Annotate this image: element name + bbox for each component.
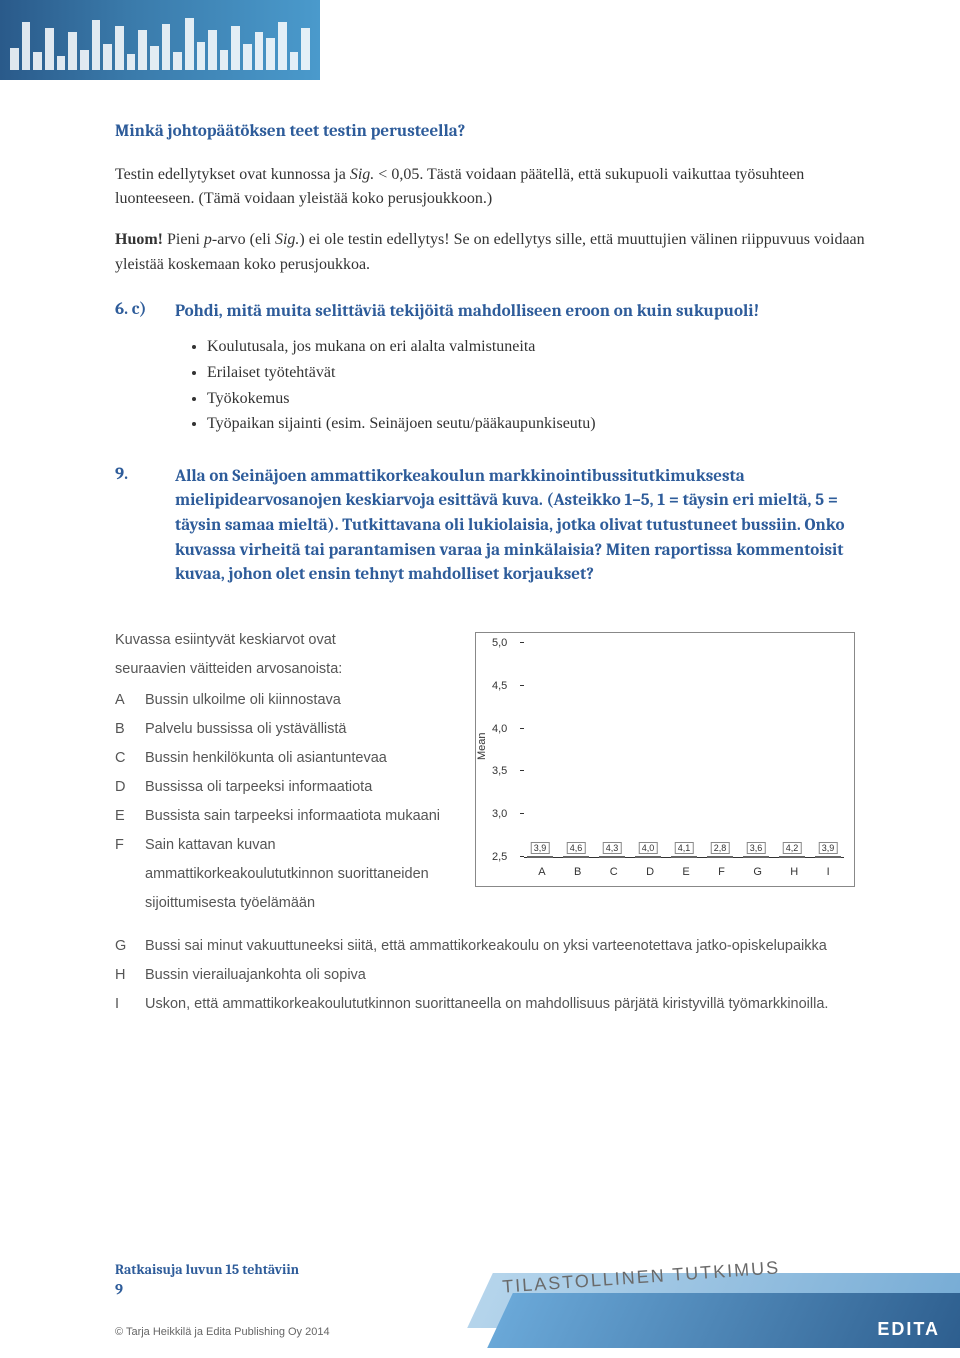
chart-bar: 2,8 xyxy=(707,856,733,858)
legend-left: Kuvassa esiintyvät keskiarvot ovat seura… xyxy=(115,626,445,918)
chart-xlabel: H xyxy=(790,866,798,878)
question-heading: Minkä johtopäätöksen teet testin peruste… xyxy=(115,120,875,145)
question-number: 9. xyxy=(115,465,157,606)
chart-bar: 3,6 xyxy=(743,856,769,858)
sig-italic: Sig. xyxy=(275,231,299,248)
chart-xlabel: B xyxy=(574,866,581,878)
legend-letter: D xyxy=(115,773,133,802)
chart-bar: 4,1 xyxy=(671,856,697,858)
question-heading: Pohdi, mitä muita selittäviä tekijöitä m… xyxy=(175,300,875,325)
chart-xlabel: A xyxy=(538,866,545,878)
text: -arvo (eli xyxy=(212,231,275,248)
page-number: 9 xyxy=(115,1280,299,1298)
text: Pieni xyxy=(163,231,204,248)
legend-intro: Kuvassa esiintyvät keskiarvot ovat xyxy=(115,626,445,655)
page-footer: Ratkaisuja luvun 15 tehtäviin 9 xyxy=(115,1261,299,1298)
chart-bar-value: 3,9 xyxy=(531,842,550,854)
question-number: 6. c) xyxy=(115,300,157,437)
chart-bar-value: 3,9 xyxy=(819,842,838,854)
chart-bar-value: 4,2 xyxy=(783,842,802,854)
legend-text: Bussissa oli tarpeeksi informaatiota xyxy=(145,773,445,802)
bullet-item: Työkokemus xyxy=(207,386,875,412)
answer-block: Kuvassa esiintyvät keskiarvot ovat seura… xyxy=(115,626,875,918)
bullet-item: Työpaikan sijainti (esim. Seinäjoen seut… xyxy=(207,411,875,437)
chart-xlabel: G xyxy=(753,866,762,878)
legend-intro: seuraavien väitteiden arvosanoista: xyxy=(115,655,445,684)
legend-row: I Uskon, että ammattikorkeakoulututkinnon… xyxy=(115,990,875,1019)
chart-xlabel: C xyxy=(610,866,618,878)
question-9: 9. Alla on Seinäjoen ammattikorkeakoulun… xyxy=(115,465,875,606)
chart-bar: 4,3 xyxy=(599,856,625,858)
legend-text: Bussi sai minut vakuuttuneeksi siitä, et… xyxy=(145,932,875,961)
brand-label: TILASTOLLINEN TUTKIMUS xyxy=(501,1257,780,1297)
chart-ytick: 3,5 xyxy=(492,765,507,777)
paragraph-1: Testin edellytykset ovat kunnossa ja Sig… xyxy=(115,163,875,213)
chart-bar: 4,2 xyxy=(779,856,805,858)
chart-ytick: 3,0 xyxy=(492,808,507,820)
chart-bar-value: 4,6 xyxy=(567,842,586,854)
footer-banner: TILASTOLLINEN TUTKIMUS EDITA xyxy=(480,1238,960,1358)
chart-bar: 4,6 xyxy=(563,856,589,858)
paragraph-2: Huom! Pieni p-arvo (eli Sig.) ei ole tes… xyxy=(115,228,875,278)
chart-ytick: 5,0 xyxy=(492,637,507,649)
footer-title: Ratkaisuja luvun 15 tehtäviin xyxy=(115,1261,299,1278)
legend-letter: F xyxy=(115,831,133,918)
legend-letter: E xyxy=(115,802,133,831)
question-heading: Alla on Seinäjoen ammattikorkeakoulun ma… xyxy=(175,465,875,588)
legend-row: C Bussin henkilökunta oli asiantuntevaa xyxy=(115,744,445,773)
legend-letter: I xyxy=(115,990,133,1019)
legend-text: Sain kattavan kuvan ammattikorkeakoulutu… xyxy=(145,831,445,918)
bullet-item: Erilaiset työtehtävät xyxy=(207,360,875,386)
legend-row: D Bussissa oli tarpeeksi informaatiota xyxy=(115,773,445,802)
legend-text: Palvelu bussissa oli ystävällistä xyxy=(145,715,445,744)
copyright: © Tarja Heikkilä ja Edita Publishing Oy … xyxy=(115,1326,330,1338)
legend-text: Bussin henkilökunta oli asiantuntevaa xyxy=(145,744,445,773)
chart-bar: 3,9 xyxy=(527,856,553,858)
chart-bar-value: 3,6 xyxy=(747,842,766,854)
chart-bar-value: 4,3 xyxy=(603,842,622,854)
bullet-item: Koulutusala, jos mukana on eri alalta va… xyxy=(207,334,875,360)
legend-letter: C xyxy=(115,744,133,773)
chart-xlabel: E xyxy=(682,866,689,878)
chart-ytick: 4,0 xyxy=(492,723,507,735)
legend-row: FSain kattavan kuvan ammattikorkeakoulut… xyxy=(115,831,445,918)
chart-xlabel: F xyxy=(718,866,725,878)
sig-italic: Sig. xyxy=(350,166,374,183)
chart-bar-value: 4,1 xyxy=(675,842,694,854)
legend-letter: H xyxy=(115,961,133,990)
chart-ytick: 2,5 xyxy=(492,851,507,863)
legend-row: H Bussin vierailuajankohta oli sopiva xyxy=(115,961,875,990)
legend-text: Bussin ulkoilme oli kiinnostava xyxy=(145,686,445,715)
legend-row: A Bussin ulkoilme oli kiinnostava xyxy=(115,686,445,715)
huom-bold: Huom! xyxy=(115,231,163,248)
page-content: Minkä johtopäätöksen teet testin peruste… xyxy=(115,120,875,1019)
chart-bar-value: 2,8 xyxy=(711,842,730,854)
legend-row: B Palvelu bussissa oli ystävällistä xyxy=(115,715,445,744)
legend-text: Bussista sain tarpeeksi informaatiota mu… xyxy=(145,802,445,831)
question-6c: 6. c) Pohdi, mitä muita selittäviä tekij… xyxy=(115,300,875,437)
chart-ytick: 4,5 xyxy=(492,680,507,692)
legend-row: E Bussista sain tarpeeksi informaatiota m… xyxy=(115,802,445,831)
header-banner xyxy=(0,0,320,80)
chart-xlabel: I xyxy=(827,866,830,878)
chart-bar-value: 4,0 xyxy=(639,842,658,854)
chart-bar: 4,0 xyxy=(635,856,661,858)
bullet-list: Koulutusala, jos mukana on eri alalta va… xyxy=(175,334,875,436)
text: Testin edellytykset ovat kunnossa ja xyxy=(115,166,350,183)
chart-ylabel: Mean xyxy=(476,732,488,760)
legend-row: G Bussi sai minut vakuuttuneeksi siitä, e… xyxy=(115,932,875,961)
edita-logo: EDITA xyxy=(877,1319,940,1340)
mean-bar-chart: Mean 2,5 3,0 3,5 4,0 4,5 5,0 3,9 4,6 4,3 4,0 4,1 2… xyxy=(475,632,855,887)
legend-letter: G xyxy=(115,932,133,961)
p-italic: p xyxy=(204,231,212,248)
chart-xlabel: D xyxy=(646,866,654,878)
chart-area: Mean 2,5 3,0 3,5 4,0 4,5 5,0 3,9 4,6 4,3 4,0 4,1 2… xyxy=(475,626,875,918)
legend-bottom: G Bussi sai minut vakuuttuneeksi siitä, e… xyxy=(115,932,875,1019)
chart-bar: 3,9 xyxy=(815,856,841,858)
legend-letter: B xyxy=(115,715,133,744)
legend-text: Uskon, että ammattikorkeakoulututkinnon … xyxy=(145,990,875,1019)
legend-text: Bussin vierailuajankohta oli sopiva xyxy=(145,961,875,990)
legend-letter: A xyxy=(115,686,133,715)
